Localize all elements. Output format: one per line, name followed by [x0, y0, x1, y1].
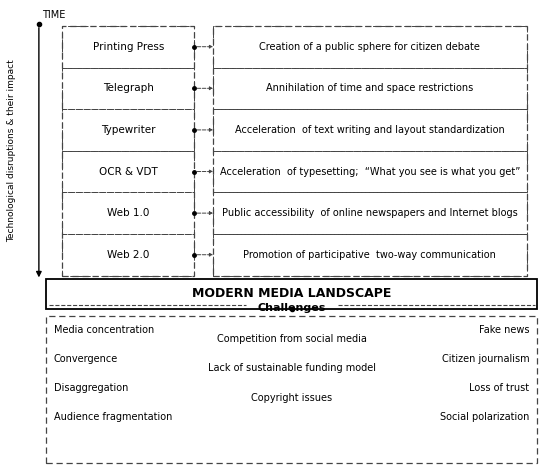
Text: Challenges: Challenges [258, 303, 326, 313]
Text: Printing Press: Printing Press [92, 42, 164, 52]
Text: Web 2.0: Web 2.0 [107, 250, 150, 260]
Text: Technological disruptions & their impact: Technological disruptions & their impact [8, 59, 16, 242]
Text: Fake news: Fake news [478, 325, 529, 335]
Text: Promotion of participative  two-way communication: Promotion of participative two-way commu… [244, 250, 496, 260]
Text: Web 1.0: Web 1.0 [107, 208, 150, 218]
Text: Convergence: Convergence [54, 354, 118, 364]
Text: Typewriter: Typewriter [101, 125, 156, 135]
Text: OCR & VDT: OCR & VDT [99, 167, 158, 177]
Text: MODERN MEDIA LANDSCAPE: MODERN MEDIA LANDSCAPE [192, 287, 392, 300]
Text: Public accessibility  of online newspapers and Internet blogs: Public accessibility of online newspaper… [222, 208, 518, 218]
Text: Annihilation of time and space restrictions: Annihilation of time and space restricti… [266, 83, 474, 93]
Text: Acceleration  of typesetting;  “What you see is what you get”: Acceleration of typesetting; “What you s… [220, 167, 520, 177]
Text: Telegraph: Telegraph [103, 83, 154, 93]
Text: Copyright issues: Copyright issues [251, 392, 332, 403]
Text: Media concentration: Media concentration [54, 325, 154, 335]
Text: Lack of sustainable funding model: Lack of sustainable funding model [207, 363, 376, 374]
Text: TIME: TIME [42, 10, 65, 20]
Text: Social polarization: Social polarization [440, 412, 529, 422]
Text: Disaggregation: Disaggregation [54, 383, 129, 393]
Text: Audience fragmentation: Audience fragmentation [54, 412, 172, 422]
Text: Citizen journalism: Citizen journalism [442, 354, 529, 364]
Text: Creation of a public sphere for citizen debate: Creation of a public sphere for citizen … [259, 42, 481, 52]
Text: Acceleration  of text writing and layout standardization: Acceleration of text writing and layout … [235, 125, 505, 135]
Text: Loss of trust: Loss of trust [469, 383, 529, 393]
Text: Competition from social media: Competition from social media [217, 334, 367, 344]
